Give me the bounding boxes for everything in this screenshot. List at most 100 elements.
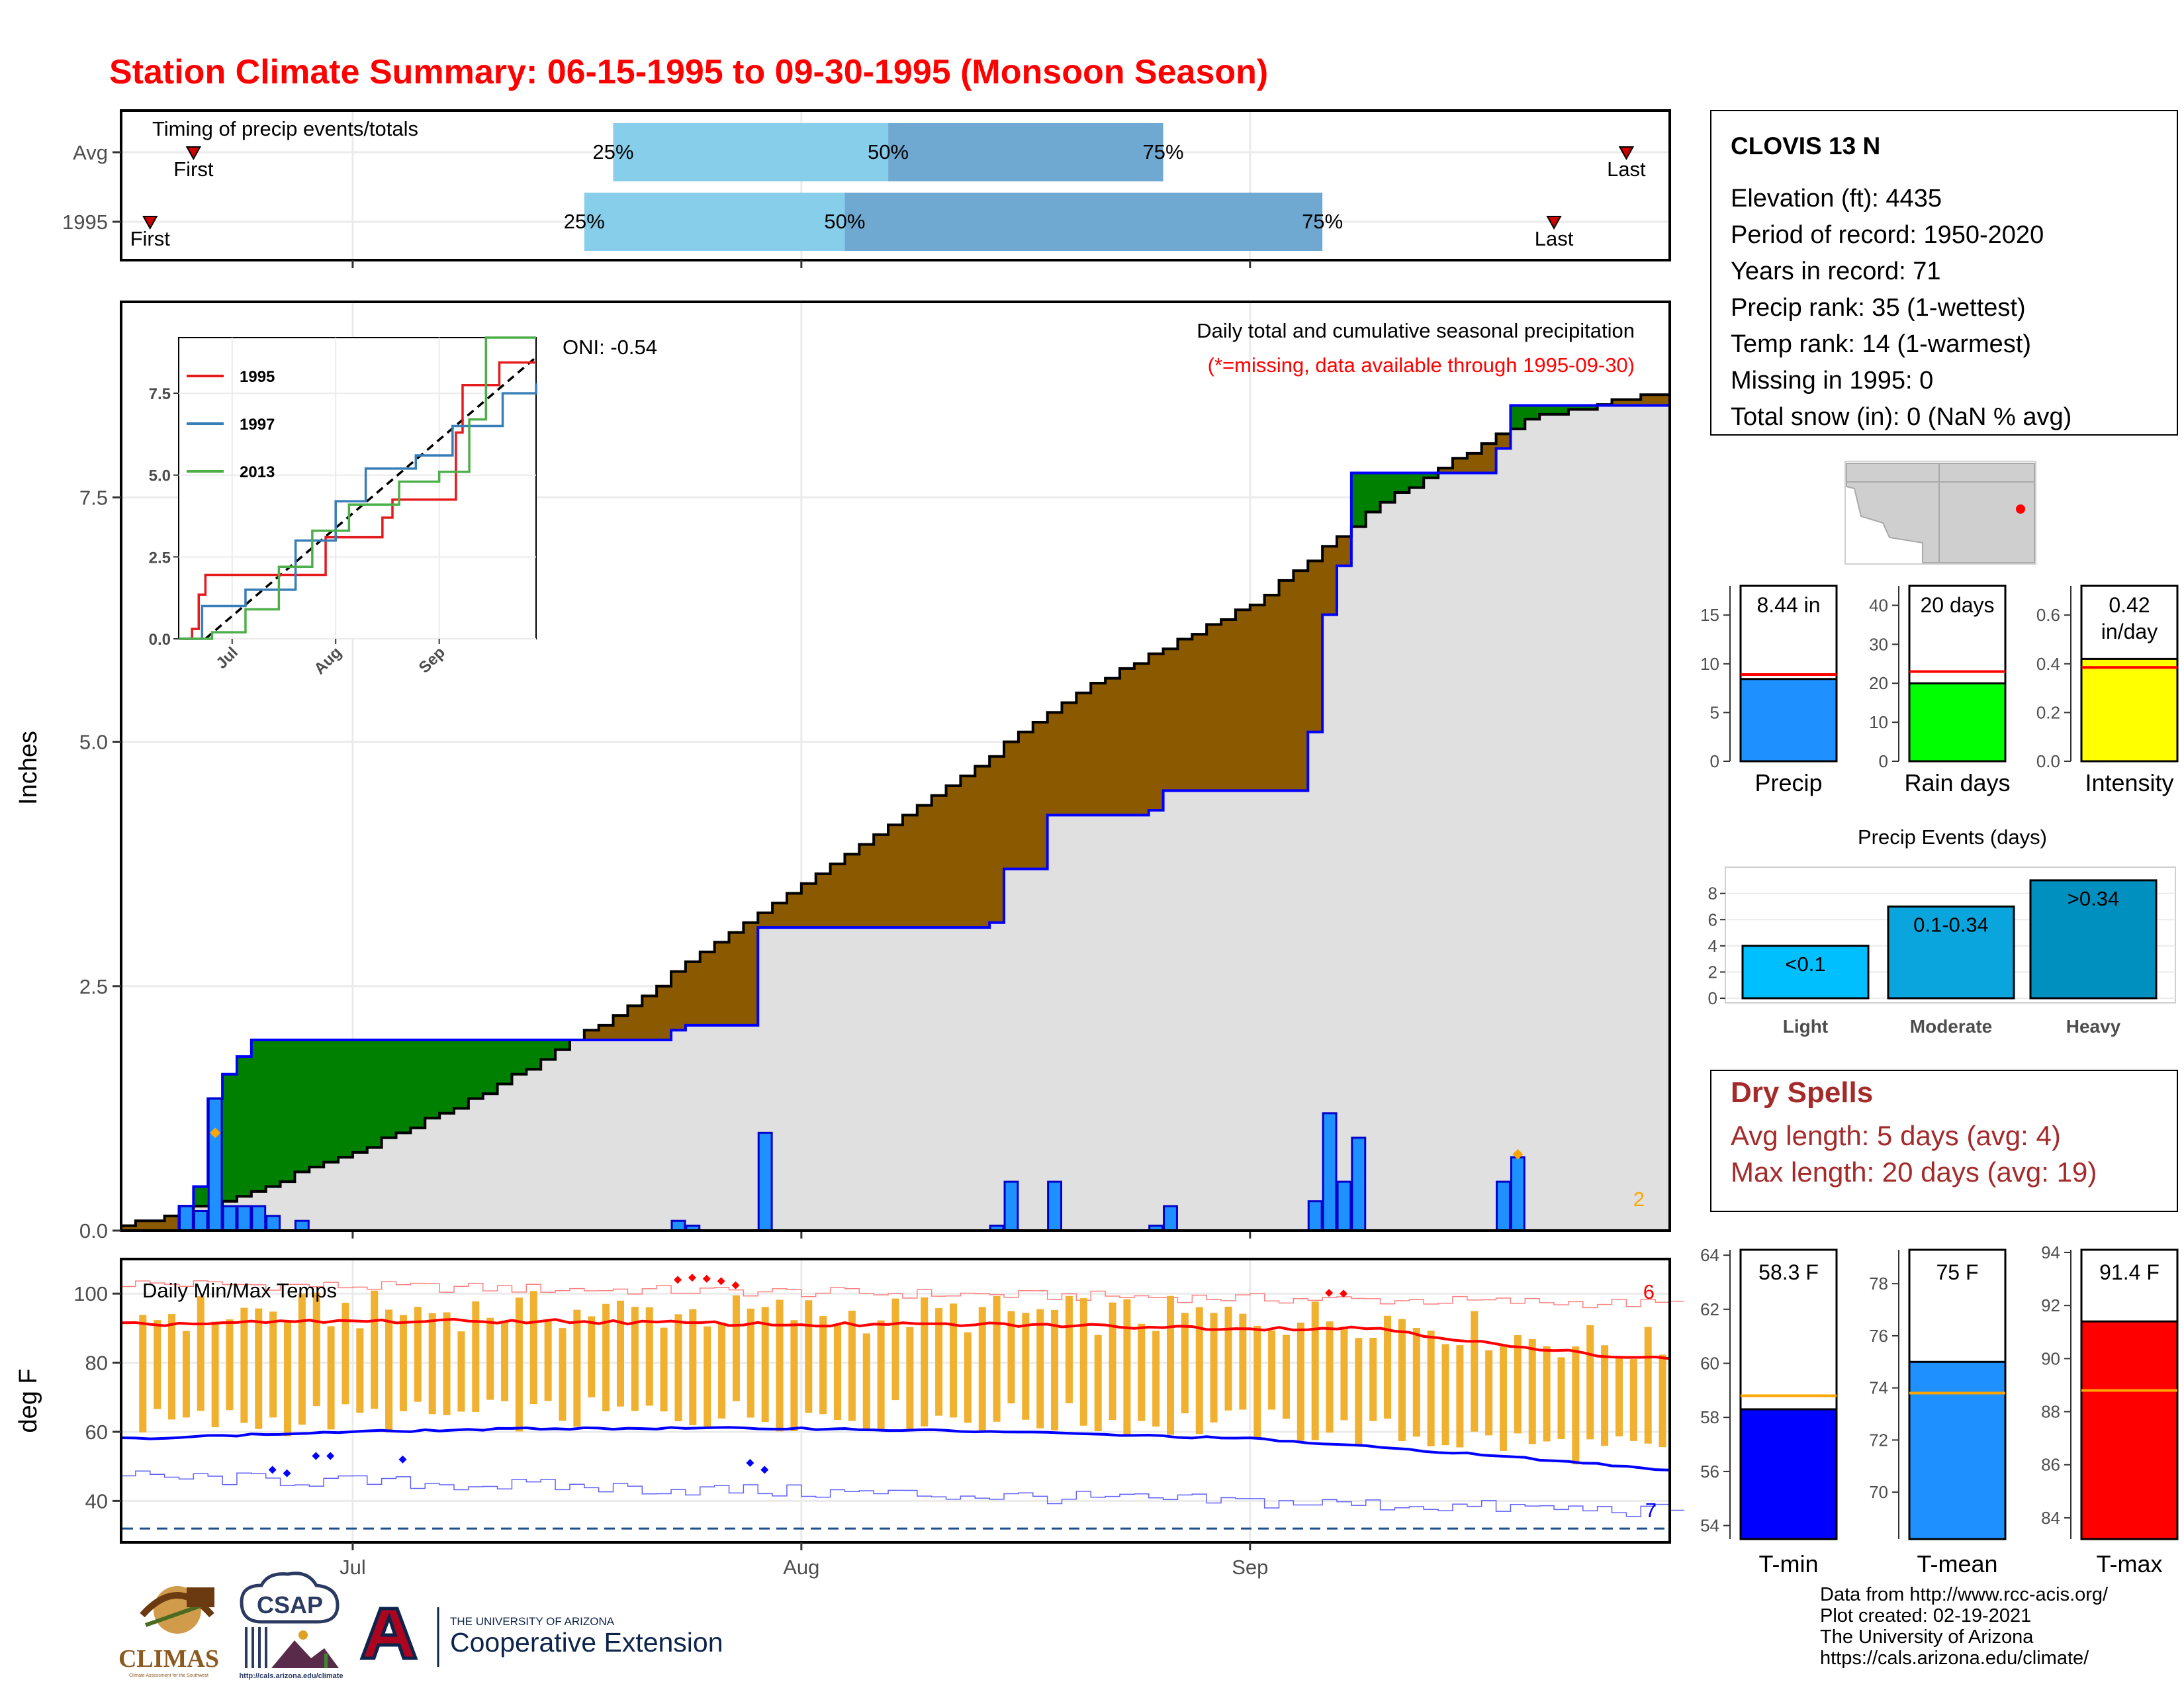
daily-precip-bar xyxy=(1510,1156,1525,1232)
summary-y-tick-label: 10 xyxy=(1869,712,1888,732)
timing-label-25: 25% xyxy=(593,140,634,164)
temp-y-tick-label: 76 xyxy=(1869,1326,1888,1346)
below-average-area xyxy=(743,922,758,1025)
below-average-area xyxy=(642,996,657,1041)
ua-extension-text: Cooperative Extension xyxy=(450,1627,723,1658)
csap-logo-url: http://cals.arizona.edu/climate xyxy=(239,1672,343,1680)
below-average-area xyxy=(685,961,701,1025)
timing-bar-50-75 xyxy=(844,193,1323,251)
daily-precip-bar xyxy=(178,1205,194,1232)
inset-y-tick-label: 2.5 xyxy=(149,549,171,567)
above-average-area xyxy=(410,1040,426,1128)
inset-legend-label: 1995 xyxy=(240,368,275,386)
below-average-area xyxy=(714,942,730,1025)
temp-bar-t-mean xyxy=(1908,1360,2007,1540)
summary-y-tick-label: 20 xyxy=(1869,673,1888,693)
footer-credits: Data from http://www.rcc-acis.org/ Plot … xyxy=(1820,1584,2109,1669)
record-high-marker xyxy=(688,1274,696,1282)
inset-legend-label: 1997 xyxy=(240,416,275,434)
summary-y-tick-label: 15 xyxy=(1700,605,1719,625)
record-high-marker xyxy=(674,1276,682,1284)
above-average-area xyxy=(324,1040,339,1162)
timing-panel: 25% 50% 75% First Last 25% 50% 75% First Last Tim… xyxy=(62,109,1671,268)
first-event-label: First xyxy=(130,227,171,250)
below-average-area xyxy=(150,1221,165,1231)
below-average-area xyxy=(1250,604,1265,791)
temp-y-tick-label: 74 xyxy=(1869,1378,1888,1398)
daily-precip-bar xyxy=(265,1215,281,1232)
climas-logo: CLIMAS Climate Assessment for the Southw… xyxy=(118,1586,219,1678)
summary-bar-name: Rain days xyxy=(1904,769,2010,796)
station-info-line: Temp rank: 14 (1-warmest) xyxy=(1731,330,2031,358)
below-average-area xyxy=(815,873,831,928)
below-average-area xyxy=(657,986,672,1041)
station-info-box: CLOVIS 13 N Elevation (ft): 4435 Period o… xyxy=(1710,110,2178,436)
summary-y-tick-label: 5 xyxy=(1710,702,1719,722)
daily-precip-bar xyxy=(1351,1137,1367,1232)
record-low-marker xyxy=(326,1452,335,1460)
above-average-area xyxy=(222,1074,238,1201)
last-event-label: Last xyxy=(1535,227,1574,250)
record-low-marker xyxy=(268,1466,277,1474)
above-average-area xyxy=(526,1040,541,1070)
station-location-marker xyxy=(2016,504,2025,514)
below-average-area xyxy=(830,864,846,928)
daily-precip-bar xyxy=(251,1205,267,1232)
daily-precip-bar xyxy=(236,1205,252,1232)
above-average-area xyxy=(1380,473,1396,502)
record-high-marker xyxy=(731,1281,740,1289)
events-bar-label: <0.1 xyxy=(1785,953,1825,976)
below-average-area xyxy=(758,913,773,928)
events-y-tick-label: 6 xyxy=(1708,910,1717,929)
station-info-line: Years in record: 71 xyxy=(1731,258,1941,285)
events-bar-label: >0.34 xyxy=(2068,887,2119,910)
above-average-area xyxy=(295,1040,310,1172)
above-average-area xyxy=(453,1040,469,1109)
below-average-area xyxy=(1032,722,1048,869)
below-average-area xyxy=(1452,458,1468,473)
temp-y-tick-label: 86 xyxy=(2041,1455,2060,1475)
below-average-area xyxy=(1163,649,1179,791)
below-average-area xyxy=(121,1225,136,1231)
events-y-tick-label: 0 xyxy=(1708,988,1717,1008)
temp-y-tick-label: 56 xyxy=(1700,1462,1719,1481)
first-event-marker xyxy=(142,216,158,230)
inset-series-line-2013 xyxy=(179,336,536,640)
below-average-area xyxy=(1655,395,1670,406)
footer-line: Plot created: 02-19-2021 xyxy=(1820,1605,2031,1626)
below-average-area xyxy=(729,932,744,1025)
above-average-area xyxy=(555,1040,570,1050)
below-average-area xyxy=(888,825,903,928)
above-average-area xyxy=(1568,405,1584,410)
above-average-area xyxy=(1409,473,1424,488)
record-low-marker xyxy=(283,1469,291,1477)
timing-bar-25-50 xyxy=(584,193,845,251)
y-tick-label: 7.5 xyxy=(79,486,108,509)
above-average-area xyxy=(512,1040,527,1074)
footer-line: https://cals.arizona.edu/climate/ xyxy=(1820,1648,2089,1669)
below-average-area xyxy=(859,844,874,928)
events-bar-label: 0.1-0.34 xyxy=(1913,913,1989,936)
csap-logo: CSAP http://cals.arizona.edu/climate xyxy=(239,1571,343,1680)
below-average-area xyxy=(1641,395,1656,406)
temp-y-tick-label: 94 xyxy=(2041,1243,2060,1262)
below-average-area xyxy=(960,776,976,928)
below-average-area xyxy=(1612,399,1627,406)
below-average-area xyxy=(931,795,947,928)
below-average-area xyxy=(598,1025,614,1041)
above-average-area xyxy=(396,1040,411,1133)
below-average-area xyxy=(917,805,933,928)
inset-legend-label: 2013 xyxy=(240,463,275,481)
below-average-area xyxy=(1004,741,1019,869)
below-average-area xyxy=(844,854,860,928)
daily-precip-bar xyxy=(1336,1180,1352,1232)
below-average-area xyxy=(1062,702,1077,816)
dry-spells-avg: Avg length: 5 days (avg: 4) xyxy=(1731,1120,2061,1151)
below-average-area xyxy=(1206,624,1222,791)
precip-marker xyxy=(1512,1149,1524,1160)
above-average-area xyxy=(280,1040,296,1182)
temp-y-tick-label: 78 xyxy=(1869,1274,1888,1293)
summary-value-unit: in/day xyxy=(2101,620,2158,643)
station-info-line: Missing in 1995: 0 xyxy=(1731,367,1933,395)
temp-y-tick-label: 92 xyxy=(2041,1295,2060,1315)
